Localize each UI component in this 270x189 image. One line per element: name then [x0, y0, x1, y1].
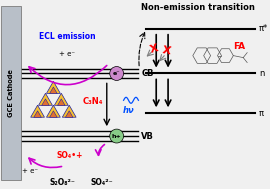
Text: n: n	[259, 69, 264, 78]
Polygon shape	[62, 105, 76, 117]
Polygon shape	[46, 105, 60, 117]
Text: π*: π*	[259, 24, 268, 33]
Text: + e⁻: + e⁻	[22, 168, 38, 174]
Text: + e⁻: + e⁻	[59, 51, 75, 57]
Polygon shape	[39, 93, 52, 105]
Text: X: X	[161, 45, 171, 56]
FancyBboxPatch shape	[1, 6, 21, 180]
Polygon shape	[65, 111, 73, 117]
Polygon shape	[50, 87, 57, 94]
Text: X: X	[149, 43, 160, 55]
Text: h+: h+	[112, 134, 122, 139]
Circle shape	[110, 67, 124, 81]
Circle shape	[110, 129, 124, 143]
Text: GCE Cathode: GCE Cathode	[8, 69, 14, 117]
Polygon shape	[42, 99, 49, 105]
Text: CB: CB	[141, 69, 154, 78]
Polygon shape	[46, 81, 60, 93]
Polygon shape	[34, 111, 41, 117]
Text: π: π	[259, 109, 264, 118]
Text: VB: VB	[141, 132, 154, 141]
Text: hν: hν	[123, 106, 134, 115]
Polygon shape	[31, 105, 45, 117]
Text: SO₄²⁻: SO₄²⁻	[90, 178, 113, 187]
Text: C₃N₄: C₃N₄	[83, 97, 104, 106]
Text: e⁻: e⁻	[113, 71, 120, 76]
Polygon shape	[50, 111, 57, 117]
Text: SO₄•+: SO₄•+	[56, 151, 82, 160]
Polygon shape	[54, 93, 68, 105]
Polygon shape	[58, 99, 65, 105]
Text: ECL emission: ECL emission	[39, 32, 96, 41]
Text: Non-emission transition: Non-emission transition	[141, 3, 255, 12]
Text: S₂O₈²⁻: S₂O₈²⁻	[49, 178, 75, 187]
Text: FA: FA	[233, 42, 245, 51]
